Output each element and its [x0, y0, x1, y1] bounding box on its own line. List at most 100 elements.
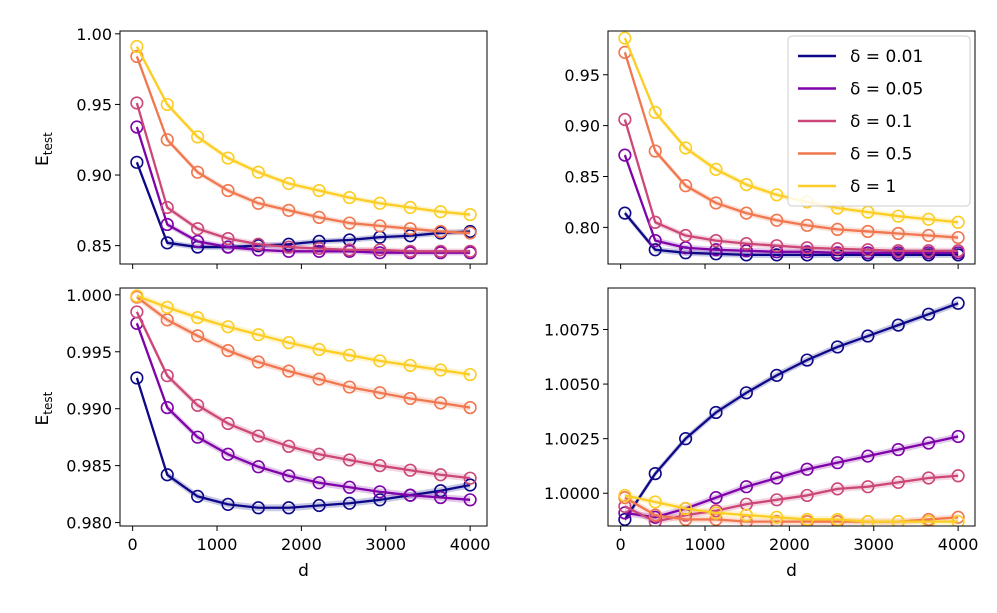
data-point [951, 429, 965, 444]
data-point [648, 495, 662, 509]
data-point [342, 191, 357, 205]
data-point [770, 493, 784, 507]
legend-label: δ = 1 [850, 177, 896, 197]
data-point [130, 155, 144, 169]
data-point [251, 460, 265, 474]
data-point [312, 476, 326, 490]
data-point [433, 363, 448, 377]
data-point [739, 178, 753, 192]
y-tick-label: 0.95 [564, 66, 600, 85]
data-point [403, 200, 417, 215]
data-point [221, 183, 235, 198]
data-point [861, 449, 875, 463]
data-point [709, 233, 723, 248]
data-point [160, 468, 174, 482]
axes-frame [119, 287, 488, 527]
data-point [951, 296, 965, 310]
data-point [770, 471, 784, 485]
axes-frame [607, 30, 976, 265]
data-point [648, 508, 662, 522]
data-point [191, 165, 205, 179]
data-point [800, 488, 814, 503]
x-tick-label: 0 [616, 535, 626, 554]
data-point [221, 416, 235, 431]
data-point [830, 482, 845, 496]
data-point [830, 222, 845, 237]
data-point [312, 210, 326, 224]
data-point [951, 515, 965, 526]
y-tick-label: 1.0075 [544, 320, 600, 339]
data-point [709, 506, 723, 520]
data-point [891, 244, 905, 258]
data-point [403, 488, 417, 502]
data-point [433, 396, 448, 410]
data-point [739, 480, 753, 494]
data-point [648, 105, 662, 119]
data-point [800, 218, 814, 232]
data-point [160, 313, 174, 327]
data-point [342, 480, 357, 494]
data-point [861, 224, 875, 239]
data-point [891, 442, 905, 457]
data-point [191, 234, 205, 249]
data-point [861, 243, 875, 257]
axes-frame [119, 30, 488, 265]
data-point [830, 512, 845, 526]
data-point [282, 203, 296, 217]
data-point [191, 130, 205, 144]
data-point [739, 508, 753, 522]
x-tick-label: 1000 [197, 535, 238, 554]
data-point [618, 148, 632, 162]
data-point [342, 496, 357, 510]
y-tick-label: 1.0050 [544, 375, 600, 394]
data-point [709, 405, 723, 420]
data-point [221, 320, 235, 334]
data-point [312, 234, 326, 249]
data-point [130, 371, 144, 385]
data-point [463, 244, 477, 258]
data-point [191, 430, 205, 444]
data-point [463, 400, 477, 415]
data-point [312, 498, 326, 513]
x-tick-label: 4000 [450, 535, 491, 554]
legend-box [787, 35, 971, 207]
y-tick-label: 0.80 [564, 218, 600, 237]
data-point [160, 369, 174, 383]
y-tick-label: 1.0000 [544, 484, 600, 503]
data-point [251, 237, 265, 251]
data-point [282, 469, 296, 483]
data-point [282, 240, 296, 254]
data-point [373, 459, 387, 473]
data-point [679, 432, 693, 446]
plot-area [130, 39, 477, 260]
data-point [191, 222, 205, 236]
data-point [921, 244, 936, 258]
data-point [770, 510, 784, 524]
data-point [282, 501, 296, 515]
data-point [770, 188, 784, 202]
data-point [282, 176, 296, 191]
series-line [623, 302, 959, 521]
data-point [770, 239, 784, 253]
data-point [191, 329, 205, 343]
data-point [770, 213, 784, 227]
y-tick-label: 0.85 [564, 167, 600, 186]
panel-bottom-left: 0.980 0.985 0.990 0.995 1.000 0 1000 2000 3000 40… [33, 286, 490, 581]
y-label-source: E_test [50, 388, 53, 392]
data-point [709, 243, 723, 257]
data-point [251, 501, 265, 515]
y-tick-label: 1.00 [76, 25, 112, 44]
data-point [221, 240, 235, 254]
data-point [739, 244, 753, 258]
data-point [921, 436, 936, 450]
data-point [951, 244, 965, 258]
data-point [160, 133, 174, 147]
data-point [463, 471, 477, 485]
x-tick-label: 1000 [685, 535, 726, 554]
data-point [373, 386, 387, 400]
data-point [251, 429, 265, 443]
data-point [739, 237, 753, 251]
data-point [709, 247, 723, 261]
confidence-band [624, 494, 959, 525]
